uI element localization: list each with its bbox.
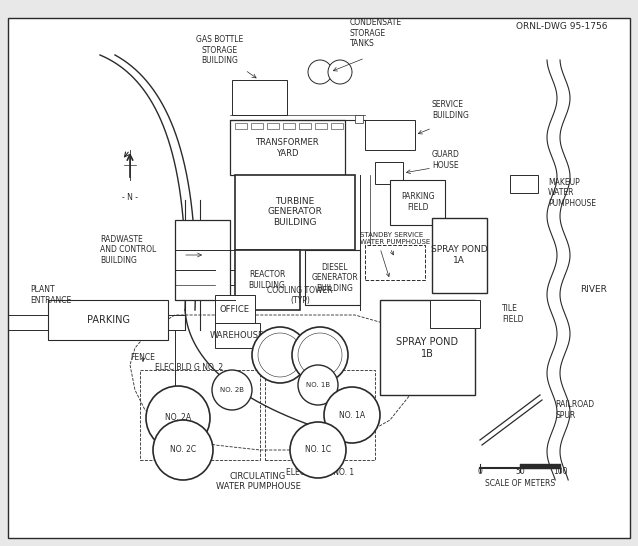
Text: CONDENSATE
STORAGE
TANKS: CONDENSATE STORAGE TANKS	[350, 18, 402, 48]
Bar	[265, 370, 375, 460]
Bar	[375, 162, 403, 184]
Text: - N -: - N -	[122, 193, 138, 201]
Text: ORNL-DWG 95-1756: ORNL-DWG 95-1756	[517, 22, 608, 31]
Text: DIESEL
GENERATOR
BUILDING: DIESEL GENERATOR BUILDING	[311, 263, 359, 293]
Bar	[355, 115, 363, 123]
Bar	[175, 220, 230, 300]
Text: FENCE: FENCE	[130, 353, 155, 363]
Text: PARKING: PARKING	[87, 315, 130, 325]
Text: NO. 1B: NO. 1B	[306, 382, 330, 388]
Text: WAREHOUSE: WAREHOUSE	[210, 331, 264, 341]
Circle shape	[212, 370, 252, 410]
Text: OFFICE: OFFICE	[220, 305, 250, 313]
Text: TILE
FIELD: TILE FIELD	[502, 304, 524, 324]
Text: TURBINE
GENERATOR
BUILDING: TURBINE GENERATOR BUILDING	[267, 197, 322, 227]
Text: MAKEUP
WATER
PUMPHOUSE: MAKEUP WATER PUMPHOUSE	[548, 178, 596, 208]
Text: RADWASTE
AND CONTROL
BUILDING: RADWASTE AND CONTROL BUILDING	[100, 235, 156, 265]
Text: REACTOR
BUILDING: REACTOR BUILDING	[249, 270, 285, 290]
Text: RAILROAD
SPUR: RAILROAD SPUR	[555, 400, 594, 420]
Circle shape	[146, 386, 210, 450]
Circle shape	[308, 60, 332, 84]
Circle shape	[290, 422, 346, 478]
Text: RIVER: RIVER	[580, 286, 607, 294]
Bar	[430, 300, 480, 328]
Bar	[235, 175, 355, 250]
Text: ELEC BLD G NO. 1: ELEC BLD G NO. 1	[286, 468, 354, 477]
Circle shape	[153, 420, 213, 480]
Text: ELEC BLD G NO. 2: ELEC BLD G NO. 2	[155, 363, 223, 372]
Circle shape	[324, 387, 380, 443]
Text: SCALE OF METERS: SCALE OF METERS	[485, 479, 555, 488]
Bar	[235, 250, 300, 310]
Circle shape	[328, 60, 352, 84]
Text: 0: 0	[478, 467, 482, 476]
Text: COOLING TOWER
(TYP): COOLING TOWER (TYP)	[267, 286, 333, 305]
Bar	[315, 123, 327, 129]
Bar	[48, 300, 168, 340]
Circle shape	[292, 327, 348, 383]
Text: NO. 2B: NO. 2B	[220, 387, 244, 393]
Text: NO. 1C: NO. 1C	[305, 446, 331, 454]
Text: STANDBY SERVICE
WATER PUMPHOUSE: STANDBY SERVICE WATER PUMPHOUSE	[360, 232, 430, 245]
Bar	[432, 218, 487, 293]
Bar	[365, 245, 425, 280]
Text: 50: 50	[515, 467, 525, 476]
Text: CIRCULATING
WATER PUMPHOUSE: CIRCULATING WATER PUMPHOUSE	[216, 472, 300, 491]
Bar	[283, 123, 295, 129]
Bar	[140, 370, 260, 460]
Bar	[251, 123, 263, 129]
Bar	[215, 323, 260, 348]
Text: NO. 2C: NO. 2C	[170, 446, 196, 454]
Bar	[365, 120, 415, 150]
Bar	[235, 123, 247, 129]
Bar	[267, 123, 279, 129]
Text: SERVICE
BUILDING: SERVICE BUILDING	[432, 100, 469, 120]
Text: PLANT
ENTRANCE: PLANT ENTRANCE	[30, 286, 71, 305]
Bar	[215, 295, 255, 323]
Bar	[510, 175, 538, 193]
Text: TRANSFORMER
YARD: TRANSFORMER YARD	[255, 138, 319, 158]
Bar	[299, 123, 311, 129]
Bar	[380, 300, 475, 395]
Bar	[232, 80, 287, 115]
Bar	[331, 123, 343, 129]
Text: GAS BOTTLE
STORAGE
BUILDING: GAS BOTTLE STORAGE BUILDING	[197, 35, 244, 65]
Circle shape	[252, 327, 308, 383]
Text: GUARD
HOUSE: GUARD HOUSE	[432, 150, 460, 170]
Text: 100: 100	[553, 467, 567, 476]
Text: PARKING
FIELD: PARKING FIELD	[401, 192, 435, 212]
Bar	[390, 180, 445, 225]
Text: NO. 1A: NO. 1A	[339, 411, 365, 419]
Bar	[305, 250, 360, 305]
Text: SPRAY POND
1A: SPRAY POND 1A	[431, 245, 487, 265]
Text: NO. 2A: NO. 2A	[165, 413, 191, 423]
Bar	[230, 120, 345, 175]
Text: SPRAY POND
1B: SPRAY POND 1B	[396, 337, 458, 359]
Circle shape	[298, 365, 338, 405]
